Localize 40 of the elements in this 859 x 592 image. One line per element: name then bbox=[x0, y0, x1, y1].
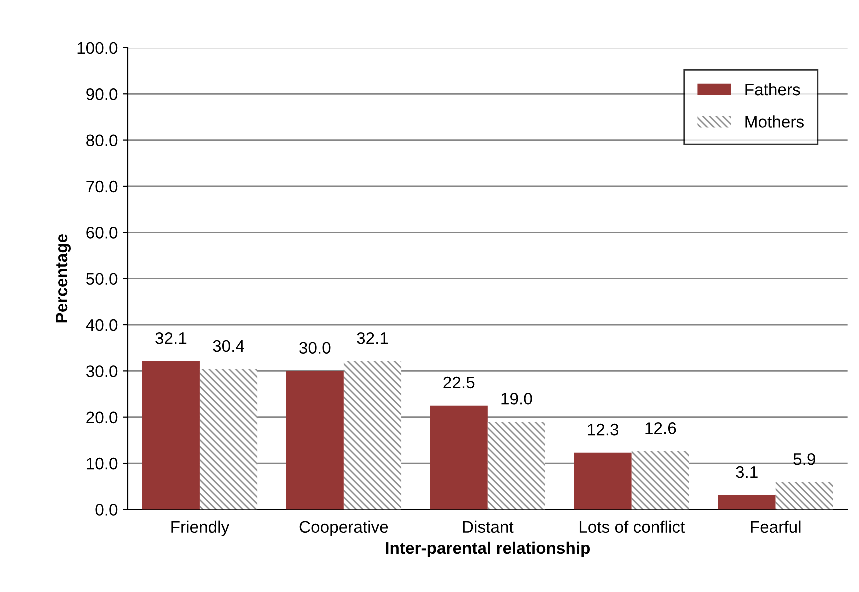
bar bbox=[574, 452, 632, 510]
y-tick-label: 90.0 bbox=[86, 88, 118, 100]
data-label: 3.1 bbox=[736, 466, 758, 478]
bar bbox=[430, 406, 488, 510]
y-tick-label: 80.0 bbox=[86, 134, 118, 147]
bar bbox=[200, 369, 258, 510]
data-label: 32.1 bbox=[156, 332, 187, 344]
bar bbox=[286, 371, 344, 510]
y-tick-label: 40.0 bbox=[86, 319, 118, 332]
y-tick-label: 20.0 bbox=[86, 412, 118, 424]
bar bbox=[632, 452, 690, 510]
legend-label: Mothers bbox=[746, 116, 804, 128]
y-tick-label: 60.0 bbox=[86, 227, 118, 239]
x-tick-label: Distant bbox=[463, 520, 514, 534]
y-tick-label: 0.0 bbox=[96, 504, 118, 516]
data-label: 5.9 bbox=[794, 453, 816, 466]
data-label: 32.1 bbox=[357, 332, 388, 344]
data-label: 30.0 bbox=[300, 342, 331, 354]
data-label: 19.0 bbox=[502, 392, 532, 405]
y-tick-label: 100.0 bbox=[78, 42, 118, 54]
y-tick-label: 10.0 bbox=[87, 458, 118, 470]
bar bbox=[718, 495, 776, 510]
data-label: 12.3 bbox=[588, 424, 619, 436]
data-label: 30.4 bbox=[213, 340, 244, 352]
x-tick-label: Cooperative bbox=[300, 520, 388, 536]
bar bbox=[142, 361, 200, 510]
y-tick-label: 30.0 bbox=[86, 366, 118, 378]
data-label: 12.6 bbox=[646, 422, 676, 434]
bar bbox=[776, 482, 834, 510]
x-tick-label: Lots of conflict bbox=[580, 520, 686, 534]
data-label: 22.5 bbox=[444, 376, 475, 389]
bar bbox=[488, 422, 546, 510]
y-tick-label: 50.0 bbox=[86, 273, 118, 286]
x-axis-title: Inter-parental relationship bbox=[386, 542, 590, 558]
legend-label: Fathers bbox=[746, 83, 800, 96]
x-tick-label: Fearful bbox=[751, 520, 801, 534]
x-tick-label: Friendly bbox=[172, 520, 230, 536]
y-axis-title: Percentage bbox=[56, 234, 72, 323]
bar bbox=[344, 361, 402, 510]
y-tick-label: 70.0 bbox=[86, 180, 118, 193]
